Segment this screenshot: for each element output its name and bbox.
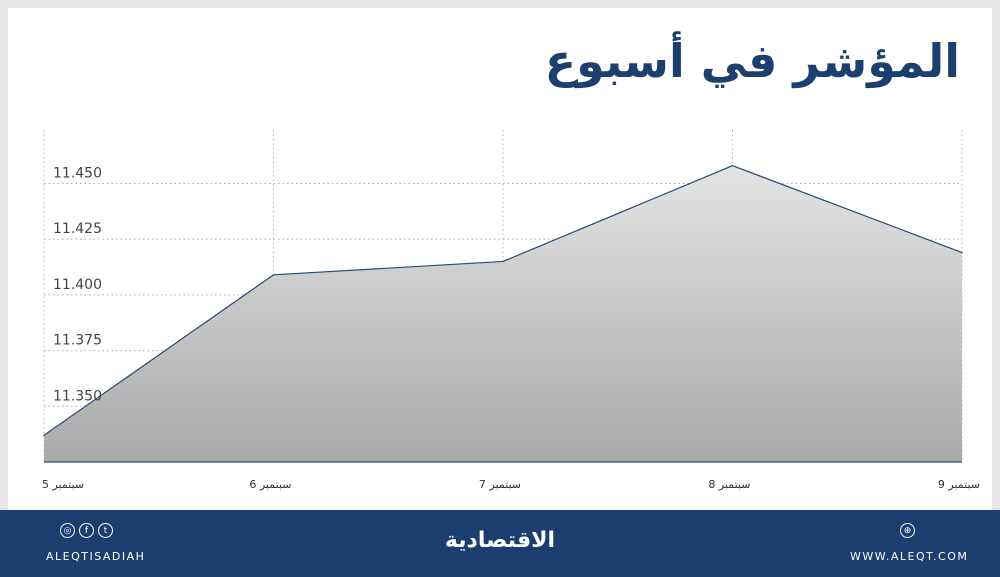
globe-icon[interactable]: ⊕ (900, 523, 915, 538)
y-tick-label: 11.425 (53, 221, 102, 237)
facebook-icon[interactable]: f (79, 523, 94, 538)
twitter-icon[interactable]: t (98, 523, 113, 538)
area-chart: 5 سبتمبر 6 سبتمبر 7 سبتمبر 8 سبتمبر 9 سبتمبر… (42, 130, 980, 491)
social-handle[interactable]: ALEQTISADIAH (46, 550, 146, 563)
x-tick-label: 7 سبتمبر (479, 478, 521, 491)
x-tick-label: 8 سبتمبر (708, 478, 750, 491)
website-link[interactable]: WWW.ALEQT.COM (850, 550, 969, 563)
x-tick-label: 9 سبتمبر (938, 478, 980, 491)
data-point (731, 164, 734, 167)
x-tick-label: 6 سبتمبر (249, 478, 291, 491)
y-tick-label: 11.350 (53, 388, 102, 404)
footer: ◎ f t ALEQTISADIAH الاقتصادية ⊕ WWW.ALEQ… (0, 510, 1000, 577)
data-point (272, 274, 275, 276)
chart-title: المؤشر في أسبوع (544, 34, 960, 88)
data-point (961, 251, 963, 254)
web-icon-wrap: ⊕ (900, 523, 915, 538)
logo: الاقتصادية (444, 528, 556, 553)
data-point (502, 260, 504, 263)
social-icons: ◎ f t (60, 523, 113, 538)
x-tick-label: 5 سبتمبر (42, 478, 84, 491)
y-tick-label: 11.450 (53, 165, 102, 181)
y-tick-label: 11.400 (53, 277, 102, 293)
data-point (43, 434, 45, 437)
instagram-icon[interactable]: ◎ (60, 523, 75, 538)
area-fill (44, 165, 962, 462)
y-tick-label: 11.375 (53, 333, 102, 349)
